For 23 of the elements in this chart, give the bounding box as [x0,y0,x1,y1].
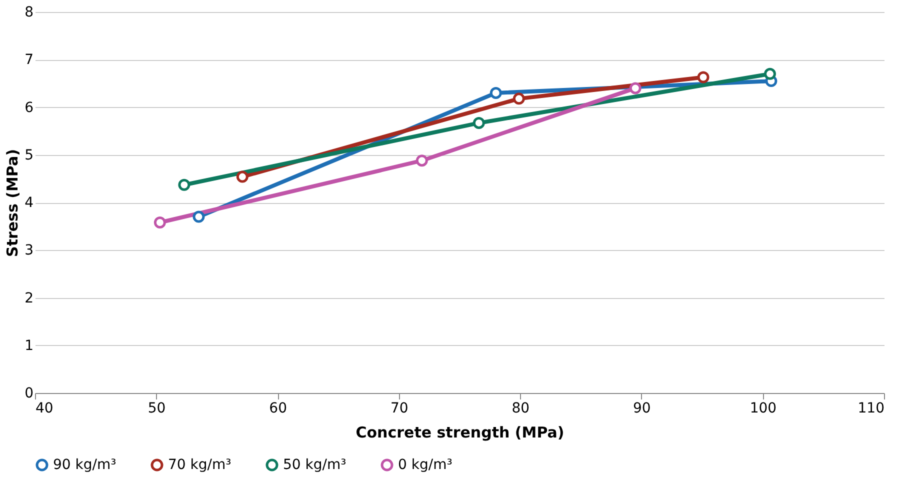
y-tick-label: 7 [24,52,34,68]
legend-label: 50 kg/m³ [283,457,346,473]
y-tick-label: 4 [24,195,34,211]
x-axis-title: Concrete strength (MPa) [356,424,564,442]
y-tick-label: 8 [24,4,34,20]
legend-label: 70 kg/m³ [168,457,232,473]
x-tick-label: 90 [633,400,651,416]
legend-label: 0 kg/m³ [398,457,452,473]
y-axis-title: Stress (MPa) [4,149,22,257]
x-tick-label: 110 [858,400,884,416]
y-tick-label: 6 [24,100,34,116]
x-tick-label: 80 [512,400,530,416]
y-tick-label: 0 [24,386,34,402]
legend-label: 90 kg/m³ [53,457,116,473]
y-tick-label: 2 [24,290,34,306]
x-tick-label: 70 [390,400,408,416]
y-tick-label: 1 [24,338,34,354]
x-tick-label: 50 [148,400,166,416]
x-tick-label: 40 [36,400,54,416]
x-tick-label: 100 [750,400,777,416]
y-tick-label: 3 [24,242,34,259]
y-tick-label: 5 [24,147,34,164]
x-tick-label: 60 [269,400,287,416]
